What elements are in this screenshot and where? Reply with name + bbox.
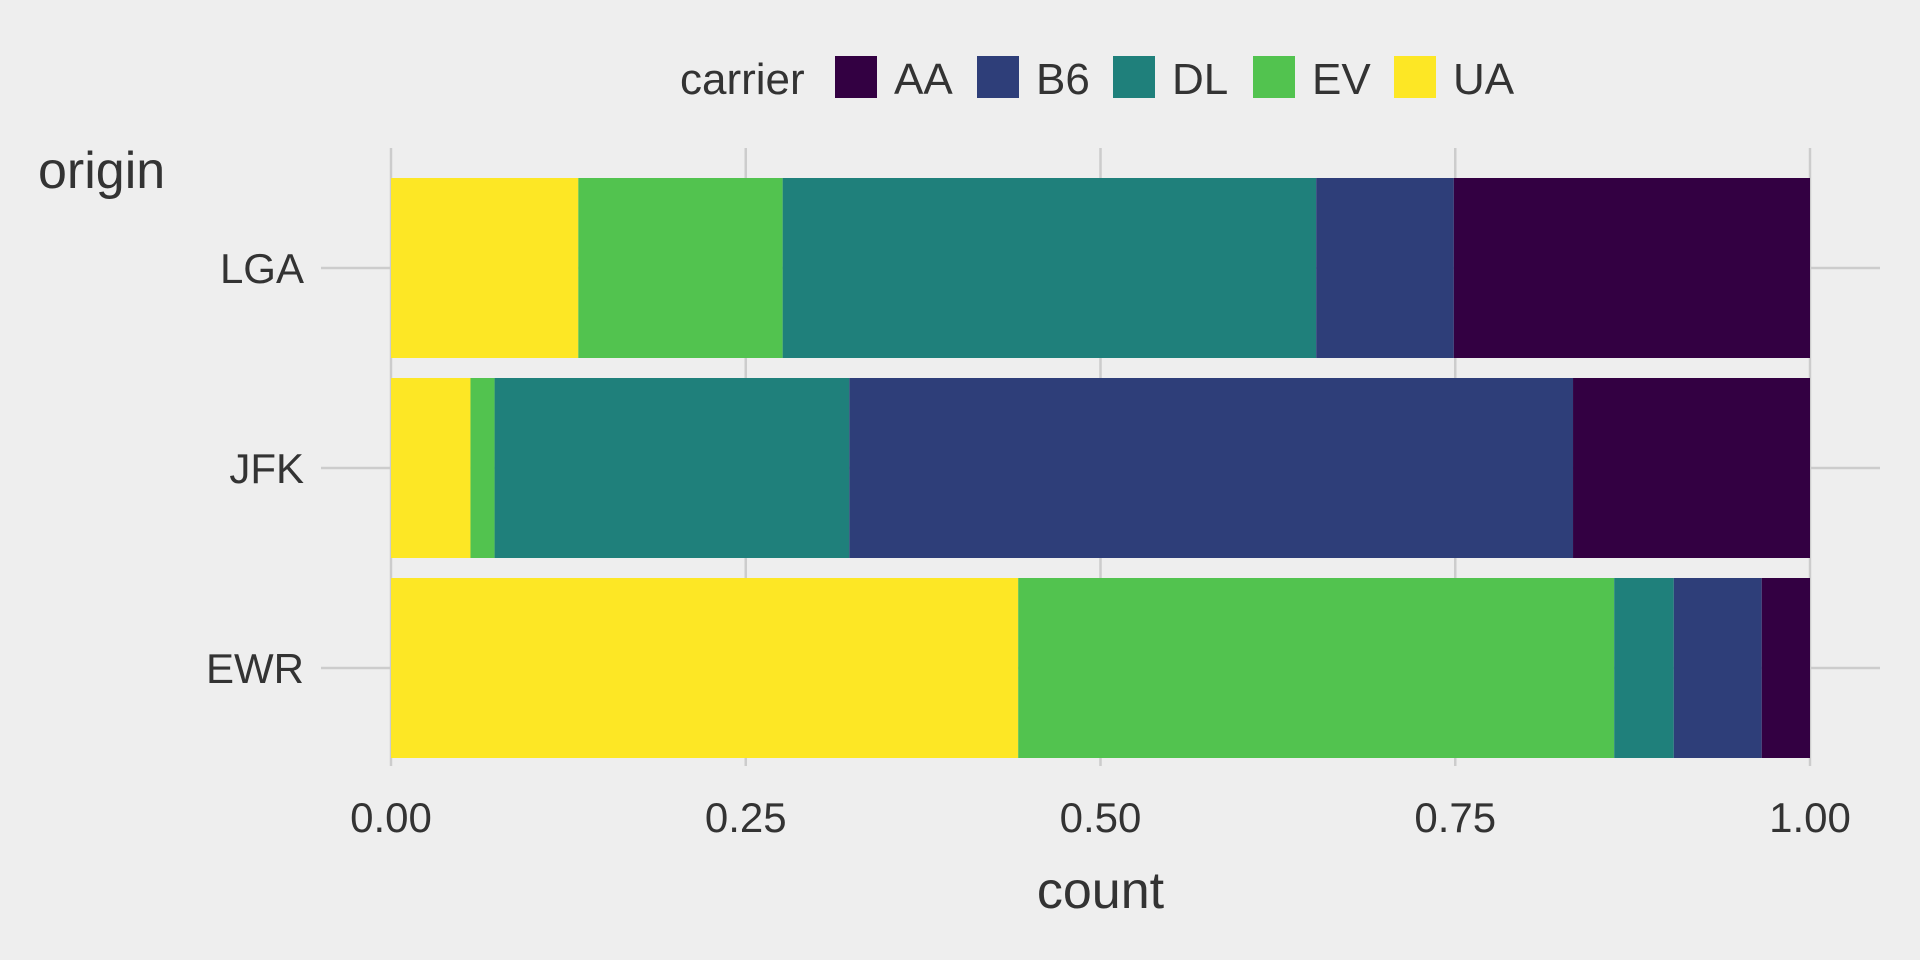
- bar-segment-ewr-b6: [1673, 578, 1762, 758]
- y-axis-title: origin: [38, 142, 165, 200]
- x-tick-label: 0.25: [705, 794, 787, 841]
- x-axis-title: count: [1037, 862, 1165, 920]
- y-axis-labels: LGA JFK EWR: [206, 245, 304, 692]
- x-tick-label: 0.50: [1060, 794, 1142, 841]
- legend-key-ua: [1394, 56, 1436, 98]
- legend-label-ua: UA: [1453, 55, 1515, 104]
- bar-segment-ewr-dl: [1614, 578, 1674, 758]
- bar-segment-jfk-dl: [494, 378, 850, 558]
- y-tick-label: JFK: [229, 445, 304, 492]
- legend-label-ev: EV: [1312, 55, 1371, 104]
- x-axis-labels: 0.00 0.25 0.50 0.75 1.00: [350, 794, 1851, 841]
- bar-segment-jfk-aa: [1573, 378, 1810, 558]
- legend-label-aa: AA: [894, 55, 953, 104]
- bar-segment-ewr-ev: [1018, 578, 1615, 758]
- bar-segment-jfk-ua: [391, 378, 471, 558]
- bars: [391, 178, 1810, 758]
- bar-segment-lga-aa: [1453, 178, 1810, 358]
- legend-key-dl: [1113, 56, 1155, 98]
- bar-segment-lga-b6: [1316, 178, 1454, 358]
- bar-segment-jfk-b6: [849, 378, 1574, 558]
- bar-segment-lga-ev: [578, 178, 783, 358]
- legend-title: carrier: [680, 55, 805, 104]
- legend-label-dl: DL: [1172, 55, 1228, 104]
- x-tick-label: 0.75: [1414, 794, 1496, 841]
- legend: carrier AA B6 DL EV UA: [680, 55, 1515, 104]
- legend-key-b6: [977, 56, 1019, 98]
- bar-segment-lga-dl: [782, 178, 1317, 358]
- legend-label-b6: B6: [1036, 55, 1090, 104]
- legend-key-ev: [1253, 56, 1295, 98]
- legend-key-aa: [835, 56, 877, 98]
- bar-segment-ewr-ua: [391, 578, 1019, 758]
- y-tick-label: EWR: [206, 645, 304, 692]
- y-tick-label: LGA: [220, 245, 304, 292]
- bar-segment-jfk-ev: [470, 378, 495, 558]
- x-tick-label: 0.00: [350, 794, 432, 841]
- bar-segment-ewr-aa: [1761, 578, 1810, 758]
- bar-segment-lga-ua: [391, 178, 579, 358]
- x-tick-label: 1.00: [1769, 794, 1851, 841]
